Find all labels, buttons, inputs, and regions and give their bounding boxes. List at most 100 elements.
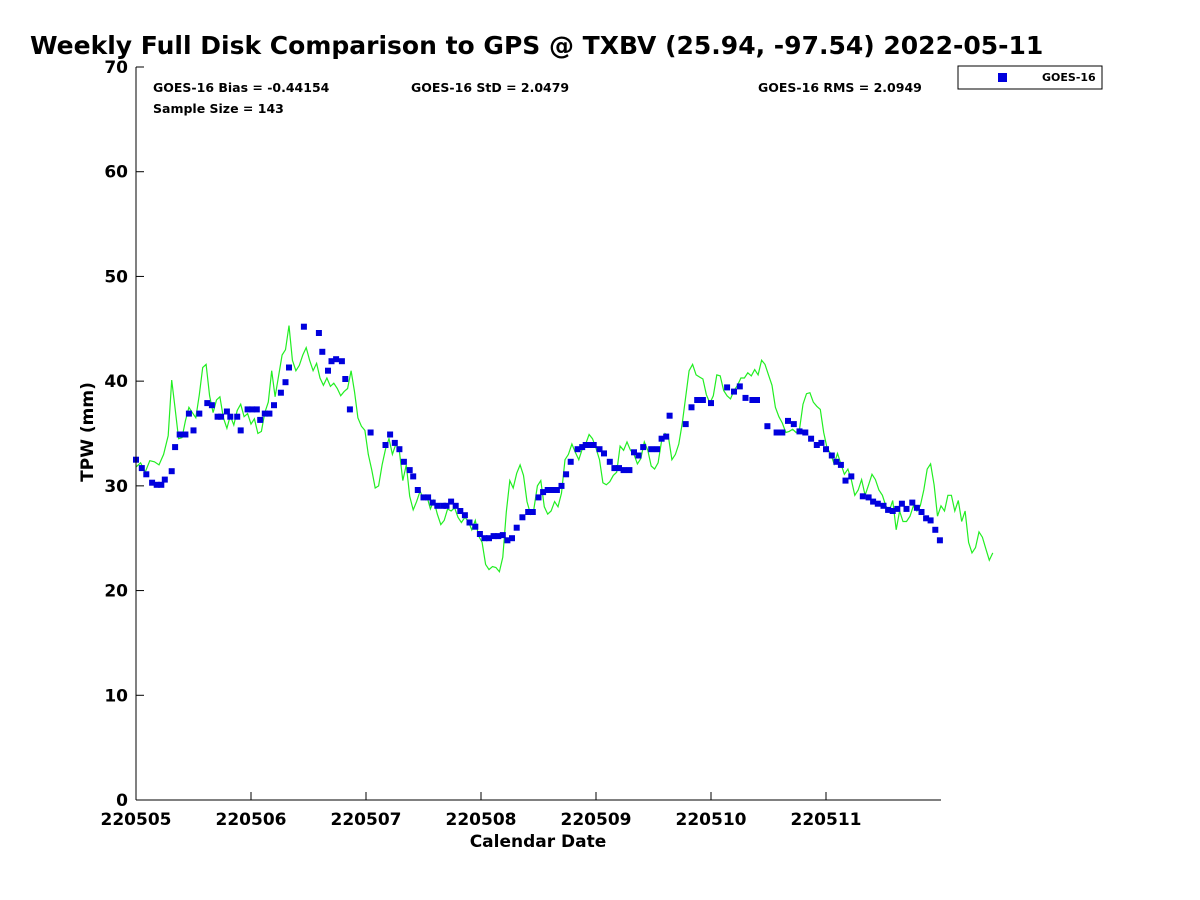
goes16-point: [909, 499, 916, 506]
goes16-point: [865, 494, 872, 501]
goes16-point: [540, 489, 547, 496]
bias-stat: GOES-16 Bias = -0.44154: [153, 80, 330, 95]
goes16-point: [466, 519, 473, 526]
legend-goes16-marker: [998, 73, 1007, 82]
goes16-point: [420, 494, 427, 501]
goes16-point: [391, 439, 398, 446]
goes16-point: [587, 442, 594, 448]
goes16-point: [315, 330, 322, 336]
goes16-point: [138, 465, 145, 472]
x-tick-label: 220510: [676, 810, 747, 830]
goes16-point: [519, 514, 526, 521]
goes16-point: [682, 421, 689, 428]
goes16-point: [837, 461, 844, 468]
goes16-point: [833, 458, 840, 465]
x-tick-label: 220505: [101, 810, 172, 830]
goes16-point: [918, 509, 925, 515]
goes16-point: [406, 467, 413, 474]
goes16-point: [149, 479, 156, 486]
x-tick-label: 220506: [216, 810, 287, 830]
goes16-point: [161, 476, 168, 483]
goes16-point: [549, 487, 556, 493]
goes16-point: [234, 413, 241, 420]
goes16-point: [429, 499, 436, 506]
goes16-point: [490, 533, 497, 540]
goes16-point: [796, 428, 803, 435]
goes16-point: [616, 465, 622, 472]
goes16-point: [495, 533, 502, 540]
goes16-point: [143, 471, 150, 478]
goes16-point: [513, 524, 520, 531]
goes16-point: [567, 458, 574, 465]
legend: GOES-16: [957, 65, 1103, 90]
y-tick-label: 60: [104, 163, 128, 183]
goes16-point: [168, 468, 175, 475]
goes16-point: [153, 481, 160, 488]
goes16-point: [300, 323, 307, 330]
goes16-point: [425, 494, 432, 501]
goes16-point: [176, 431, 183, 438]
goes16-point: [387, 431, 394, 438]
goes16-point: [227, 413, 234, 420]
goes16-point: [472, 523, 479, 530]
y-tick-label: 10: [104, 686, 128, 706]
gps-series-line: [135, 325, 994, 574]
goes16-point: [936, 537, 943, 544]
y-tick-label: 20: [104, 582, 128, 602]
goes16-point: [223, 408, 230, 415]
goes16-point: [253, 406, 260, 413]
goes16-point: [525, 509, 532, 515]
goes16-point: [631, 449, 637, 456]
goes16-point: [440, 502, 447, 509]
goes16-point: [802, 429, 809, 436]
goes16-point: [606, 458, 613, 465]
goes16-point: [461, 512, 468, 519]
goes16-point: [640, 444, 647, 451]
goes16-point: [694, 397, 701, 403]
goes16-point: [486, 535, 492, 542]
y-tick-label: 0: [116, 791, 128, 811]
goes16-point: [333, 356, 340, 363]
y-tick-label: 70: [104, 58, 128, 78]
goes16-point: [754, 397, 760, 403]
goes16-point: [282, 379, 289, 386]
goes16-point: [666, 412, 673, 419]
goes16-point: [237, 427, 244, 434]
goes16-point: [654, 446, 660, 453]
goes16-point: [544, 487, 551, 493]
goes16-point: [579, 444, 586, 451]
goes16-point: [214, 413, 221, 420]
goes16-point: [813, 442, 820, 448]
goes16-point: [582, 442, 589, 448]
goes16-point: [870, 498, 877, 505]
plot-area: [136, 67, 941, 800]
goes16-point: [848, 473, 855, 480]
rms-stat: GOES-16 RMS = 2.0949: [758, 80, 922, 95]
goes16-point: [699, 397, 706, 403]
goes16-point: [773, 429, 780, 436]
goes16-point: [476, 531, 483, 537]
goes16-point: [885, 506, 892, 513]
goes16-point: [182, 431, 189, 438]
chart-title: Weekly Full Disk Comparison to GPS @ TXB…: [30, 31, 1043, 60]
goes16-point: [889, 508, 896, 514]
y-tick-label: 40: [104, 372, 128, 392]
goes16-point: [196, 410, 203, 417]
goes16-point: [249, 406, 256, 413]
goes16-point: [504, 537, 511, 544]
goes16-point: [261, 410, 268, 417]
goes16-point: [764, 423, 771, 430]
goes16-point: [913, 504, 920, 511]
goes16-point: [414, 487, 421, 493]
goes16-point: [342, 376, 349, 382]
goes16-point: [499, 532, 506, 539]
goes16-point: [898, 500, 905, 507]
goes16-point: [328, 358, 335, 365]
goes16-point: [244, 406, 251, 413]
goes16-point: [529, 509, 536, 515]
goes16-point: [346, 406, 353, 413]
x-tick-label: 220507: [331, 810, 402, 830]
sample-size-stat: Sample Size = 143: [153, 101, 284, 116]
goes16-point: [382, 442, 389, 448]
goes16-point: [859, 493, 866, 500]
